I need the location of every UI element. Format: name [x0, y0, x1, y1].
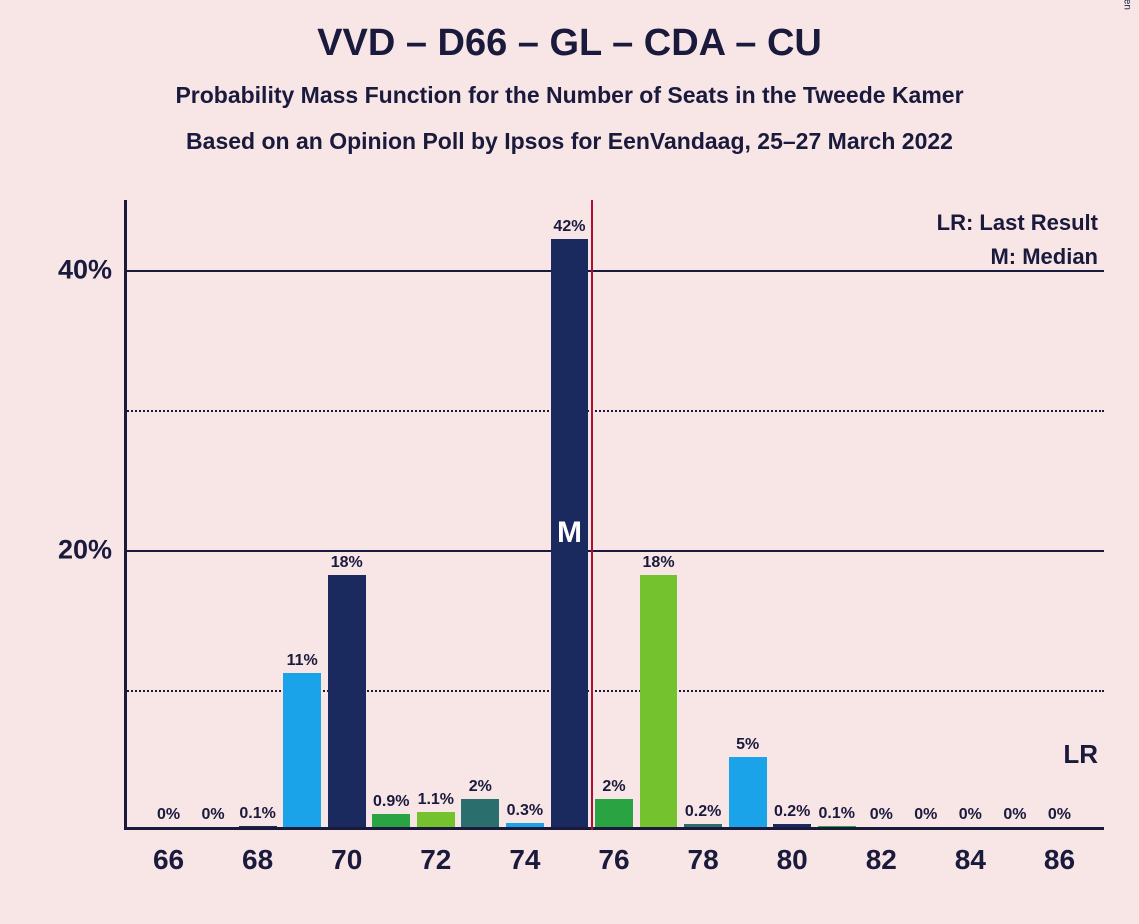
chart-title: VVD – D66 – GL – CDA – CU — [0, 22, 1139, 65]
bar-label: 0% — [157, 806, 180, 827]
gridline-major — [124, 270, 1104, 272]
bar-seat-75: 42%M — [551, 239, 589, 827]
bar-label: 0.1% — [239, 805, 275, 826]
bar-label: 18% — [331, 554, 363, 575]
gridline-minor — [124, 410, 1104, 412]
bar-label: 0.9% — [373, 793, 409, 814]
x-axis-label: 80 — [777, 830, 808, 876]
x-axis-label: 86 — [1044, 830, 1075, 876]
x-axis-label: 84 — [955, 830, 986, 876]
x-axis-label: 76 — [598, 830, 629, 876]
bar-label: 0% — [202, 806, 225, 827]
bar-seat-81: 0.1% — [818, 826, 856, 827]
x-axis-label: 70 — [331, 830, 362, 876]
bar-seat-69: 11% — [283, 673, 321, 827]
bar-label: 0% — [1048, 806, 1071, 827]
x-axis-label: 78 — [688, 830, 719, 876]
bar-seat-68: 0.1% — [239, 826, 277, 827]
bar-label: 0.3% — [507, 802, 543, 823]
bar-seat-78: 0.2% — [684, 824, 722, 827]
bar-seat-72: 1.1% — [417, 812, 455, 827]
x-axis-label: 68 — [242, 830, 273, 876]
bar-seat-70: 18% — [328, 575, 366, 827]
bar-label: 0.2% — [774, 803, 810, 824]
bar-label: 0% — [870, 806, 893, 827]
bar-label: 18% — [643, 554, 675, 575]
bar-label: 0% — [914, 806, 937, 827]
lr-marker: LR — [1063, 739, 1098, 770]
bar-seat-73: 2% — [461, 799, 499, 827]
gridline-minor — [124, 690, 1104, 692]
bar-label: 1.1% — [418, 791, 454, 812]
bar-label: 5% — [736, 736, 759, 757]
chart-subtitle-2: Based on an Opinion Poll by Ipsos for Ee… — [0, 128, 1139, 155]
bar-label: 11% — [287, 652, 318, 673]
legend-lr: LR: Last Result — [937, 210, 1098, 236]
y-axis-label: 40% — [58, 255, 124, 286]
median-m-glyph: M — [557, 516, 582, 550]
bar-label: 42% — [553, 218, 585, 239]
x-axis-label: 72 — [420, 830, 451, 876]
bar-label: 0% — [1003, 806, 1026, 827]
bar-seat-79: 5% — [729, 757, 767, 827]
bar-label: 2% — [602, 778, 625, 799]
plot-area: LR: Last Result M: Median 20%40%LR0%0%0.… — [124, 200, 1104, 830]
bar-seat-71: 0.9% — [372, 814, 410, 827]
bar-seat-80: 0.2% — [773, 824, 811, 827]
copyright-text: © 2022 Filip van Laenen — [1122, 0, 1133, 10]
x-axis-label: 74 — [509, 830, 540, 876]
bar-seat-74: 0.3% — [506, 823, 544, 827]
bar-label: 2% — [469, 778, 492, 799]
bar-label: 0.1% — [818, 805, 854, 826]
x-axis-label: 66 — [153, 830, 184, 876]
x-axis-label: 82 — [866, 830, 897, 876]
chart-subtitle-1: Probability Mass Function for the Number… — [0, 82, 1139, 109]
bar-label: 0.2% — [685, 803, 721, 824]
bar-seat-77: 18% — [640, 575, 678, 827]
bar-label: 0% — [959, 806, 982, 827]
gridline-major — [124, 550, 1104, 552]
y-axis-label: 20% — [58, 535, 124, 566]
bar-seat-76: 2% — [595, 799, 633, 827]
legend-m: M: Median — [990, 244, 1098, 270]
y-axis-line — [124, 200, 127, 830]
median-line — [591, 200, 593, 830]
